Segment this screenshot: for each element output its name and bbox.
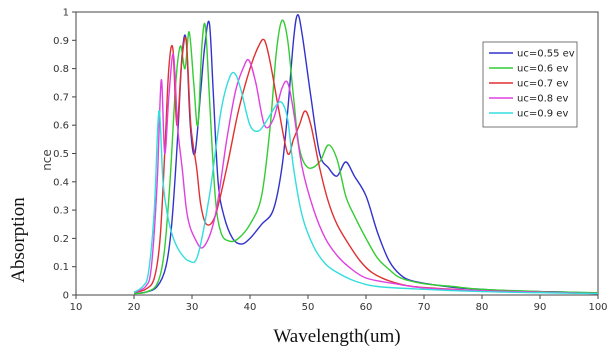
- y-axis-ticks: 0 0.1 0.2 0.3 0.4 0.5 0.6 0.7 0.8 0.9 1: [53, 8, 76, 302]
- y-tick-label: 0.5: [53, 149, 69, 160]
- x-tick-label: 20: [128, 302, 141, 313]
- legend-label: uc=0.7 ev: [517, 79, 568, 90]
- x-tick-label: 80: [476, 302, 489, 313]
- x-tick-label: 70: [418, 302, 431, 313]
- x-axis-ticks: 10 20 30 40 50 60 70 80 90 100: [70, 295, 608, 313]
- legend-label: uc=0.55 ev: [517, 49, 575, 60]
- y-axis-title: Absorption: [8, 197, 29, 283]
- legend: uc=0.55 ev uc=0.6 ev uc=0.7 ev uc=0.8 ev uc=…: [482, 41, 578, 128]
- y-tick-label: 0: [63, 291, 69, 302]
- x-tick-label: 90: [534, 302, 547, 313]
- legend-label: uc=0.9 ev: [517, 109, 568, 120]
- y-tick-label: 0.6: [53, 121, 69, 132]
- x-tick-label: 40: [244, 302, 257, 313]
- x-tick-label: 100: [588, 302, 607, 313]
- series-lines: [133, 14, 599, 295]
- x-axis-title: Wavelength(um): [273, 326, 400, 347]
- series-line-2: [133, 36, 599, 295]
- y-tick-label: 1: [63, 8, 69, 19]
- x-tick-label: 60: [360, 302, 373, 313]
- x-tick-label: 50: [302, 302, 315, 313]
- y-tick-label: 0.9: [53, 36, 69, 47]
- y-tick-label: 0.8: [53, 64, 69, 75]
- y-axis-label-fragment: nce: [40, 149, 54, 171]
- series-line-1: [133, 19, 599, 295]
- legend-label: uc=0.6 ev: [517, 64, 568, 75]
- y-tick-label: 0.1: [53, 262, 69, 273]
- y-tick-label: 0.4: [53, 177, 69, 188]
- legend-label: uc=0.8 ev: [517, 94, 568, 105]
- y-tick-label: 0.3: [53, 206, 69, 217]
- legend-items: uc=0.55 ev uc=0.6 ev uc=0.7 ev uc=0.8 ev uc=…: [489, 49, 575, 120]
- y-tick-label: 0.2: [53, 234, 69, 245]
- x-tick-label: 30: [186, 302, 199, 313]
- series-line-4: [133, 71, 599, 295]
- series-line-3: [133, 53, 599, 295]
- x-tick-label: 10: [70, 302, 83, 313]
- y-tick-label: 0.7: [53, 92, 69, 103]
